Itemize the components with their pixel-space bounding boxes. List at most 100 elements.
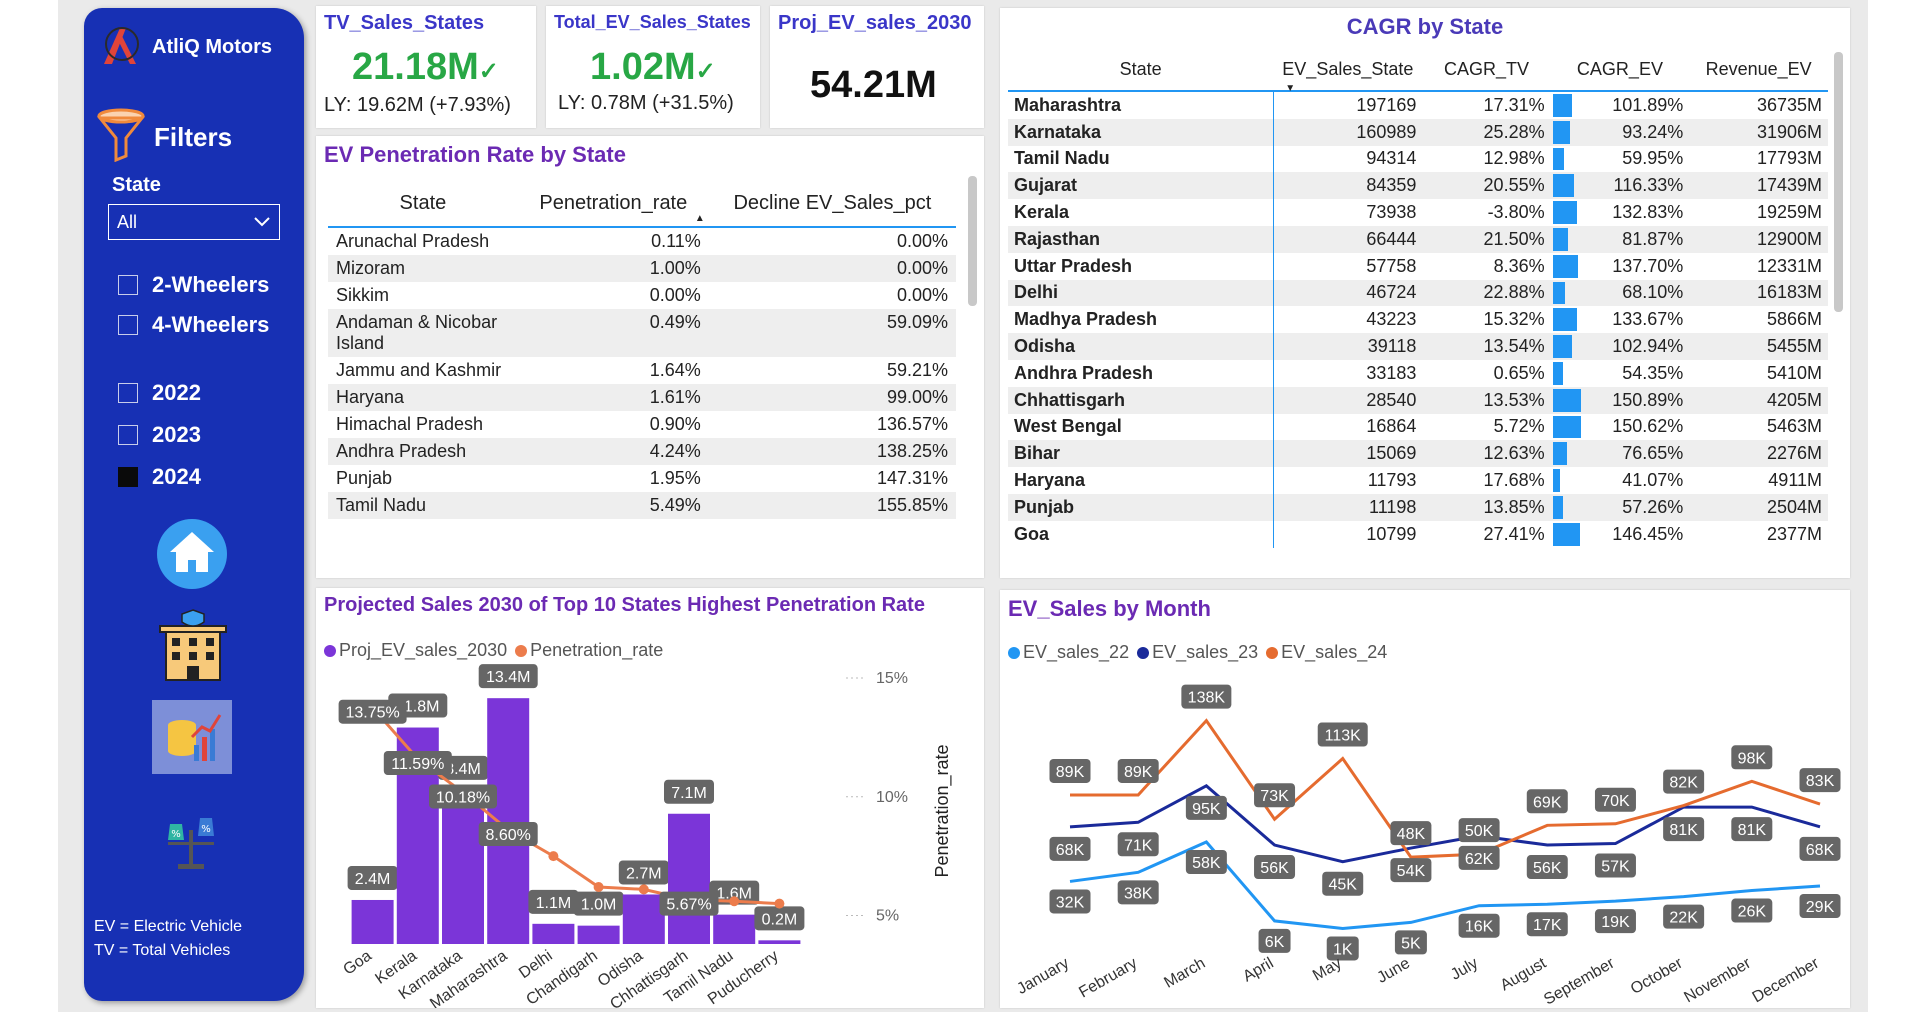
checkbox-4-wheelers[interactable]: 4-Wheelers	[118, 312, 269, 338]
column-header-state[interactable]: State	[1008, 48, 1274, 92]
growth-chart-icon[interactable]	[152, 700, 232, 774]
table-row[interactable]: Tamil Nadu 5.49% 155.85%	[328, 492, 956, 519]
cell-ev-sales: 160989	[1273, 118, 1423, 146]
table-row[interactable]: Kerala 73938 -3.80% 132.83% 19259M	[1008, 199, 1828, 226]
data-label-bg	[664, 779, 714, 804]
cell-ev-sales: 197169	[1356, 94, 1417, 115]
sort-ascending-icon[interactable]: ▲	[694, 213, 705, 224]
building-security-icon[interactable]	[156, 608, 230, 682]
table-row[interactable]: Gujarat 84359 20.55% 116.33% 17439M	[1008, 172, 1828, 200]
data-label-bg	[1254, 783, 1296, 808]
table-row[interactable]: Uttar Pradesh 57758 8.36% 137.70% 12331M	[1008, 252, 1828, 280]
column-header-cagr-ev[interactable]: CAGR_EV	[1550, 48, 1690, 92]
table-row[interactable]: Tamil Nadu 94314 12.98% 59.95% 17793M	[1008, 145, 1828, 173]
line-data-label: 32K	[1049, 889, 1091, 914]
checkbox-box[interactable]	[118, 315, 138, 335]
column-header-cagr-tv[interactable]: CAGR_TV	[1422, 48, 1551, 92]
scrollbar[interactable]	[1834, 52, 1843, 312]
table-row[interactable]: Jammu and Kashmir 1.64% 59.21%	[328, 357, 956, 384]
bar[interactable]	[668, 813, 710, 944]
checkbox-box-checked[interactable]	[118, 467, 138, 487]
scrollbar[interactable]	[968, 176, 977, 306]
table-row[interactable]: Madhya Pradesh 43223 15.32% 133.67% 5866M	[1008, 306, 1828, 334]
table-row[interactable]: Goa 10799 27.41% 146.45% 2377M	[1008, 520, 1828, 548]
x-tick-label: January	[1014, 955, 1072, 998]
price-tag-balance-icon[interactable]: % %	[160, 812, 222, 872]
bar[interactable]	[442, 789, 484, 944]
table-row[interactable]: Delhi 46724 22.88% 68.10% 16183M	[1008, 279, 1828, 307]
bar[interactable]	[532, 923, 575, 944]
bar-data-label: 1.6M	[709, 880, 760, 905]
kpi-value: 1.02M✓	[590, 46, 716, 88]
table-row[interactable]: Odisha 39118 13.54% 102.94% 5455M	[1008, 333, 1828, 360]
home-icon[interactable]	[156, 518, 228, 590]
line-data-label: 68K	[1049, 836, 1091, 861]
bar[interactable]	[622, 894, 665, 944]
table-row[interactable]: Sikkim 0.00% 0.00%	[328, 282, 956, 309]
table-row[interactable]: Arunachal Pradesh 0.11% 0.00%	[328, 227, 956, 255]
cell-penetration-rate: 0.00%	[649, 285, 701, 305]
checkbox-box[interactable]	[118, 383, 138, 403]
line-point[interactable]	[729, 896, 740, 907]
line-point[interactable]	[638, 884, 649, 895]
cell-cagr-tv: 13.85%	[1422, 493, 1551, 521]
line-data-label-text: 56K	[1533, 860, 1562, 877]
line-point[interactable]	[548, 851, 559, 862]
y2-tick-label: 5%	[876, 908, 899, 925]
table-row[interactable]: Mizoram 1.00% 0.00%	[328, 255, 956, 282]
data-bar	[1552, 281, 1566, 305]
checkbox-year-2024[interactable]: 2024	[118, 464, 201, 490]
table-row[interactable]: Andaman & Nicobar Island 0.49% 59.09%	[328, 309, 956, 357]
column-header-state[interactable]: State	[328, 180, 518, 228]
column-header-penetration-rate[interactable]: Penetration_rate ▲	[517, 180, 709, 228]
cell-cagr-tv: 0.65%	[1493, 362, 1545, 383]
cagr-table-panel: CAGR by State State EV_Sales_State ▼ CAGR…	[1000, 8, 1850, 578]
cell-cagr-ev: 68.10%	[1550, 279, 1690, 307]
cell-revenue-ev: 19259M	[1756, 202, 1822, 223]
cell-decline-pct: 0.00%	[896, 231, 948, 251]
checkbox-year-2023[interactable]: 2023	[118, 422, 201, 448]
bar[interactable]	[351, 899, 394, 944]
checkbox-label: 2-Wheelers	[152, 272, 270, 297]
table-row[interactable]: Himachal Pradesh 0.90% 136.57%	[328, 411, 956, 438]
bar-data-label: 0.2M	[754, 906, 805, 931]
kpi-last-year: LY: 0.78M (+31.5%)	[558, 92, 734, 114]
state-dropdown[interactable]: All	[108, 204, 280, 240]
data-label-bg	[528, 889, 579, 914]
column-header-ev-sales-state[interactable]: EV_Sales_State ▼	[1273, 48, 1423, 94]
cell-cagr-ev: 81.87%	[1550, 225, 1690, 253]
cell-ev-sales: 39118	[1273, 333, 1423, 360]
table-row[interactable]: Andhra Pradesh 33183 0.65% 54.35% 5410M	[1008, 359, 1828, 387]
table-row[interactable]: Maharashtra 197169 17.31% 101.89% 36735M	[1008, 91, 1828, 119]
checkbox-year-2022[interactable]: 2022	[118, 380, 201, 406]
table-row[interactable]: Punjab 11198 13.85% 57.26% 2504M	[1008, 493, 1828, 521]
bar[interactable]	[487, 698, 530, 944]
checkbox-box[interactable]	[118, 425, 138, 445]
table-row[interactable]: Punjab 1.95% 147.31%	[328, 465, 956, 492]
line-point[interactable]	[774, 898, 785, 909]
column-header-revenue-ev[interactable]: Revenue_EV	[1689, 48, 1828, 92]
bar[interactable]	[577, 925, 620, 944]
kpi-title: Proj_EV_sales_2030	[778, 12, 972, 34]
cell-ev-sales: 57758	[1366, 255, 1417, 276]
table-row[interactable]: Karnataka 160989 25.28% 93.24% 31906M	[1008, 118, 1828, 146]
table-row[interactable]: Haryana 1.61% 99.00%	[328, 384, 956, 411]
bar[interactable]	[758, 940, 801, 944]
table-row[interactable]: Chhattisgarh 28540 13.53% 150.89% 4205M	[1008, 386, 1828, 414]
checkbox-box[interactable]	[118, 275, 138, 295]
line-data-label-text: 89K	[1056, 764, 1085, 781]
sort-descending-icon[interactable]: ▼	[1285, 83, 1296, 94]
bar[interactable]	[713, 914, 756, 944]
column-header-decline-ev-sales[interactable]: Decline EV_Sales_pct	[708, 180, 956, 228]
table-row[interactable]: Bihar 15069 12.63% 76.65% 2276M	[1008, 440, 1828, 468]
cell-revenue-ev: 4205M	[1689, 386, 1828, 414]
table-row[interactable]: Haryana 11793 17.68% 41.07% 4911M	[1008, 467, 1828, 494]
checkbox-2-wheelers[interactable]: 2-Wheelers	[118, 272, 269, 298]
data-bar	[1552, 308, 1578, 332]
table-row[interactable]: Rajasthan 66444 21.50% 81.87% 12900M	[1008, 225, 1828, 253]
line-data-label: 98K	[1731, 745, 1773, 770]
line-point[interactable]	[593, 882, 604, 892]
table-row[interactable]: West Bengal 16864 5.72% 150.62% 5463M	[1008, 413, 1828, 441]
table-row[interactable]: Andhra Pradesh 4.24% 138.25%	[328, 438, 956, 465]
cell-state: Andhra Pradesh	[328, 438, 518, 465]
